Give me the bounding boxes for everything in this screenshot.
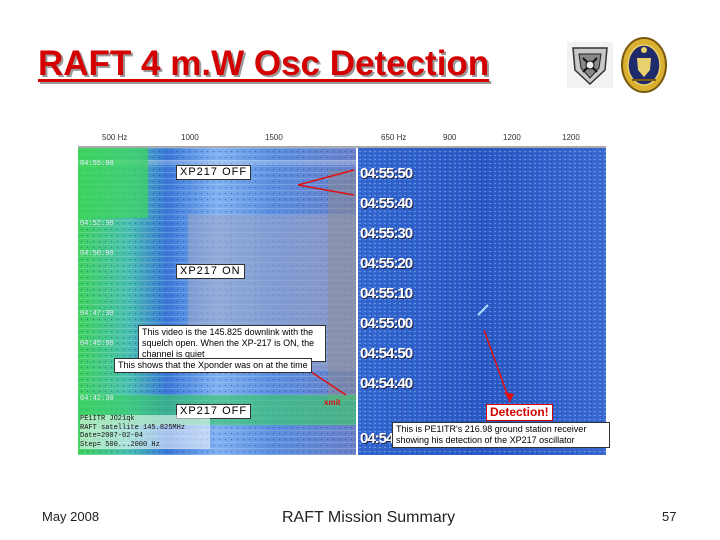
freq-tick: 1000 (181, 133, 199, 142)
freq-tick: 1200 (562, 133, 580, 142)
time-stamp: 04:54:40 (360, 375, 413, 392)
time-stamp: 04:52:30 (80, 220, 114, 228)
freq-tick: 500 Hz (102, 133, 128, 142)
freq-tick: 1500 (265, 133, 283, 142)
usna-crest-logo (567, 42, 613, 88)
time-stamp: 04:55:40 (360, 195, 413, 212)
page-number: 57 (662, 509, 677, 524)
freq-tick: 650 Hz (381, 133, 407, 142)
freq-tick: 1200 (503, 133, 521, 142)
footer-date: May 2008 (42, 509, 100, 524)
time-stamp: 04:42:30 (80, 395, 114, 403)
info-line: Step= 500...2000 Hz (80, 440, 160, 449)
time-stamp: 04:47:30 (80, 310, 114, 318)
time-stamp: 04:55:00 (80, 160, 114, 168)
time-stamp: 04:55:30 (360, 225, 413, 242)
station-info: PE1ITR JO21qk RAFT satellite 145.825MHz … (80, 415, 210, 449)
time-stamp: 04:55:00 (360, 315, 413, 332)
naval-academy-seal-logo (621, 37, 667, 93)
time-stamp: 04:55:10 (360, 285, 413, 302)
xp217-on-label: XP217 ON (176, 264, 245, 279)
downlink-note: This video is the 145.825 downlink with … (138, 325, 326, 362)
info-line: RAFT satellite 145.825MHz (80, 423, 186, 432)
time-stamp: 04:55:20 (360, 255, 413, 272)
slide-title: RAFT 4 m.W Osc Detection (38, 44, 490, 83)
detection-note: This is PE1ITR's 216.98 ground station r… (392, 422, 610, 448)
time-stamp: 04:54:50 (360, 345, 413, 362)
xp217-off-label: XP217 OFF (176, 165, 252, 180)
spectrogram-figure: 500 Hz 1000 1500 650 Hz 900 1200 1200 04… (78, 130, 610, 455)
freq-tick: 900 (443, 133, 457, 142)
info-line: PE1ITR JO21qk (80, 415, 135, 423)
info-line: Date=2007-02-04 (80, 432, 144, 440)
xmit-label: xmit (324, 398, 341, 407)
detection-label: Detection! (486, 404, 553, 421)
xponder-note: This shows that the Xponder was on at th… (114, 358, 312, 373)
time-stamp: 04:55:50 (360, 165, 413, 182)
footer-title: RAFT Mission Summary (282, 509, 456, 526)
spectrogram-image (78, 130, 606, 455)
time-stamp: 04:45:00 (80, 340, 114, 348)
time-stamp: 04:50:00 (80, 250, 114, 258)
